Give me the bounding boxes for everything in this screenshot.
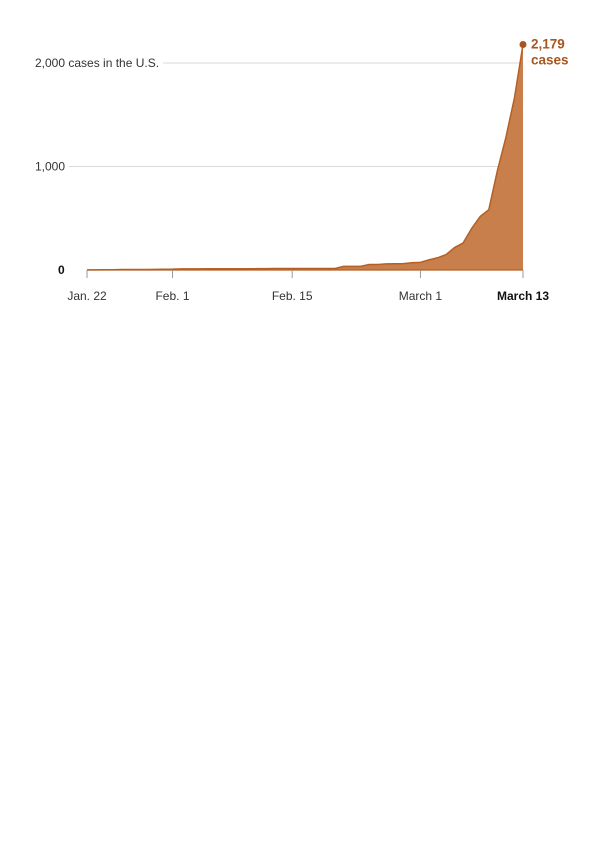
y-axis: 0 1,000 2,000 cases in the U.S. [35, 56, 159, 277]
annotation-label: cases [531, 52, 569, 67]
gridlines [69, 62, 523, 167]
x-tick-label: Feb. 15 [272, 289, 313, 303]
x-axis: Jan. 22 Feb. 1 Feb. 15 March 1 March 13 [67, 269, 549, 303]
y-tick-label: 2,000 cases in the U.S. [35, 56, 159, 70]
endpoint-marker [519, 40, 527, 48]
x-tick-label: March 1 [399, 289, 443, 303]
x-tick-label: Feb. 1 [155, 289, 189, 303]
y-tick-label: 1,000 [35, 160, 65, 174]
x-tick-label: Jan. 22 [67, 289, 107, 303]
area-line [87, 44, 524, 271]
area-fill [87, 44, 523, 270]
annotation-value: 2,179 [531, 36, 565, 51]
endpoint-annotation: 2,179 cases [519, 36, 569, 67]
y-tick-label: 0 [58, 263, 65, 277]
area-series [87, 44, 524, 271]
area-chart: 0 1,000 2,000 cases in the U.S. Jan. 22 Feb… [35, 36, 569, 303]
x-tick-label: March 13 [497, 289, 549, 303]
